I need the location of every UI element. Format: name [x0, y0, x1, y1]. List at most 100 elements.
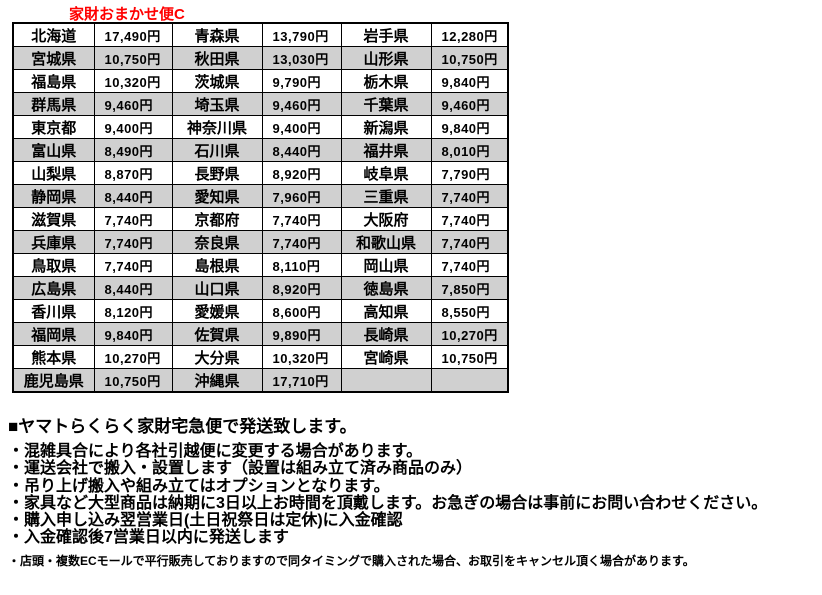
prefecture-cell: 福岡県	[12, 322, 95, 346]
price-cell: 8,870円	[93, 161, 173, 185]
price-cell: 10,750円	[93, 368, 173, 393]
prefecture-cell: 山形県	[340, 46, 432, 70]
prefecture-cell: 岡山県	[340, 253, 432, 277]
prefecture-cell: 熊本県	[12, 345, 95, 369]
prefecture-cell: 新潟県	[340, 115, 432, 139]
prefecture-cell: 富山県	[12, 138, 95, 162]
price-cell: 7,960円	[261, 184, 342, 208]
price-cell: 9,840円	[93, 322, 173, 346]
prefecture-cell: 宮城県	[12, 46, 95, 70]
price-cell: 8,110円	[261, 253, 342, 277]
price-cell: 10,320円	[93, 69, 173, 93]
price-cell: 8,920円	[261, 161, 342, 185]
table-row: 山梨県 8,870円 長野県 8,920円 岐阜県 7,790円	[12, 161, 509, 185]
note-item: ・混雑具合により各社引越便に変更する場合があります。	[8, 443, 423, 460]
shipping-notes-heading: ■ヤマトらくらく家財宅急便で発送致します。	[8, 417, 357, 436]
prefecture-cell: 岩手県	[340, 22, 432, 47]
shipping-fee-table-body: 北海道 17,490円 青森県 13,790円 岩手県 12,280円 宮城県 10,750円…	[12, 22, 509, 393]
prefecture-cell: 奈良県	[171, 230, 263, 254]
price-cell: 9,840円	[430, 115, 509, 139]
price-cell: 8,010円	[430, 138, 509, 162]
table-row: 静岡県 8,440円 愛知県 7,960円 三重県 7,740円	[12, 184, 509, 208]
prefecture-cell: 京都府	[171, 207, 263, 231]
prefecture-cell: 群馬県	[12, 92, 95, 116]
table-row: 広島県 8,440円 山口県 8,920円 徳島県 7,850円	[12, 276, 509, 300]
prefecture-cell: 宮崎県	[340, 345, 432, 369]
price-cell: 12,280円	[430, 22, 509, 47]
price-cell: 7,740円	[261, 230, 342, 254]
prefecture-cell: 山口県	[171, 276, 263, 300]
price-cell: 13,030円	[261, 46, 342, 70]
table-row: 鹿児島県 10,750円 沖縄県 17,710円	[12, 368, 509, 393]
prefecture-cell: 三重県	[340, 184, 432, 208]
prefecture-cell: 茨城県	[171, 69, 263, 93]
price-cell: 7,740円	[430, 207, 509, 231]
price-cell: 17,710円	[261, 368, 342, 393]
price-cell: 10,270円	[430, 322, 509, 346]
prefecture-cell: 高知県	[340, 299, 432, 323]
prefecture-cell: 福島県	[12, 69, 95, 93]
table-row: 宮城県 10,750円 秋田県 13,030円 山形県 10,750円	[12, 46, 509, 70]
prefecture-cell: 山梨県	[12, 161, 95, 185]
price-cell: 7,740円	[261, 207, 342, 231]
table-row: 北海道 17,490円 青森県 13,790円 岩手県 12,280円	[12, 22, 509, 47]
fine-print-note: ・店頭・複数ECモールで平行販売しておりますので同タイミングで購入された場合、お…	[8, 554, 695, 568]
table-row: 富山県 8,490円 石川県 8,440円 福井県 8,010円	[12, 138, 509, 162]
price-cell: 9,790円	[261, 69, 342, 93]
prefecture-cell: 島根県	[171, 253, 263, 277]
price-cell: 7,790円	[430, 161, 509, 185]
price-cell: 9,460円	[93, 92, 173, 116]
prefecture-cell: 北海道	[12, 22, 95, 47]
prefecture-cell: 福井県	[340, 138, 432, 162]
prefecture-cell: 長崎県	[340, 322, 432, 346]
price-cell: 7,740円	[430, 253, 509, 277]
price-cell: 8,600円	[261, 299, 342, 323]
note-item: ・購入申し込み翌営業日(土日祝祭日は定休)に入金確認	[8, 512, 403, 530]
price-cell: 7,740円	[93, 253, 173, 277]
table-row: 兵庫県 7,740円 奈良県 7,740円 和歌山県 7,740円	[12, 230, 509, 254]
prefecture-cell: 和歌山県	[340, 230, 432, 254]
prefecture-cell: 埼玉県	[171, 92, 263, 116]
price-cell: 8,440円	[93, 276, 173, 300]
prefecture-cell: 神奈川県	[171, 115, 263, 139]
prefecture-cell: 沖縄県	[171, 368, 263, 393]
price-cell: 8,440円	[93, 184, 173, 208]
price-cell: 7,740円	[93, 207, 173, 231]
price-cell: 9,460円	[261, 92, 342, 116]
table-row: 福島県 10,320円 茨城県 9,790円 栃木県 9,840円	[12, 69, 509, 93]
prefecture-cell: 石川県	[171, 138, 263, 162]
prefecture-cell: 鳥取県	[12, 253, 95, 277]
prefecture-cell: 広島県	[12, 276, 95, 300]
table-row: 東京都 9,400円 神奈川県 9,400円 新潟県 9,840円	[12, 115, 509, 139]
price-cell: 7,740円	[430, 230, 509, 254]
note-item: ・吊り上げ搬入や組み立てはオプションとなります。	[8, 477, 390, 495]
prefecture-cell: 東京都	[12, 115, 95, 139]
price-cell: 8,440円	[261, 138, 342, 162]
prefecture-cell: 鹿児島県	[12, 368, 95, 393]
note-item: ・家具など大型商品は納期に3日以上お時間を頂戴します。お急ぎの場合は事前にお問い…	[8, 494, 768, 512]
table-row: 鳥取県 7,740円 島根県 8,110円 岡山県 7,740円	[12, 253, 509, 277]
price-cell: 8,490円	[93, 138, 173, 162]
prefecture-cell: 大分県	[171, 345, 263, 369]
price-cell: 7,740円	[430, 184, 509, 208]
price-cell: 17,490円	[93, 22, 173, 47]
prefecture-cell: 秋田県	[171, 46, 263, 70]
shipping-notes-list: ・混雑具合により各社引越便に変更する場合があります。 ・運送会社で搬入・設置します…	[8, 443, 767, 547]
table-row: 香川県 8,120円 愛媛県 8,600円 高知県 8,550円	[12, 299, 509, 323]
price-cell: 9,400円	[261, 115, 342, 139]
table-row: 福岡県 9,840円 佐賀県 9,890円 長崎県 10,270円	[12, 322, 509, 346]
prefecture-cell: 愛知県	[171, 184, 263, 208]
prefecture-cell: 静岡県	[12, 184, 95, 208]
price-cell: 9,460円	[430, 92, 509, 116]
prefecture-cell: 香川県	[12, 299, 95, 323]
table-row: 滋賀県 7,740円 京都府 7,740円 大阪府 7,740円	[12, 207, 509, 231]
price-cell: 8,550円	[430, 299, 509, 323]
prefecture-cell: 長野県	[171, 161, 263, 185]
price-cell: 8,120円	[93, 299, 173, 323]
price-cell: 10,750円	[93, 46, 173, 70]
shipping-fee-table: 北海道 17,490円 青森県 13,790円 岩手県 12,280円 宮城県 10,750円…	[12, 22, 509, 393]
prefecture-cell: 佐賀県	[171, 322, 263, 346]
table-row: 群馬県 9,460円 埼玉県 9,460円 千葉県 9,460円	[12, 92, 509, 116]
shipping-plan-title: 家財おまかせ便C	[69, 6, 185, 23]
